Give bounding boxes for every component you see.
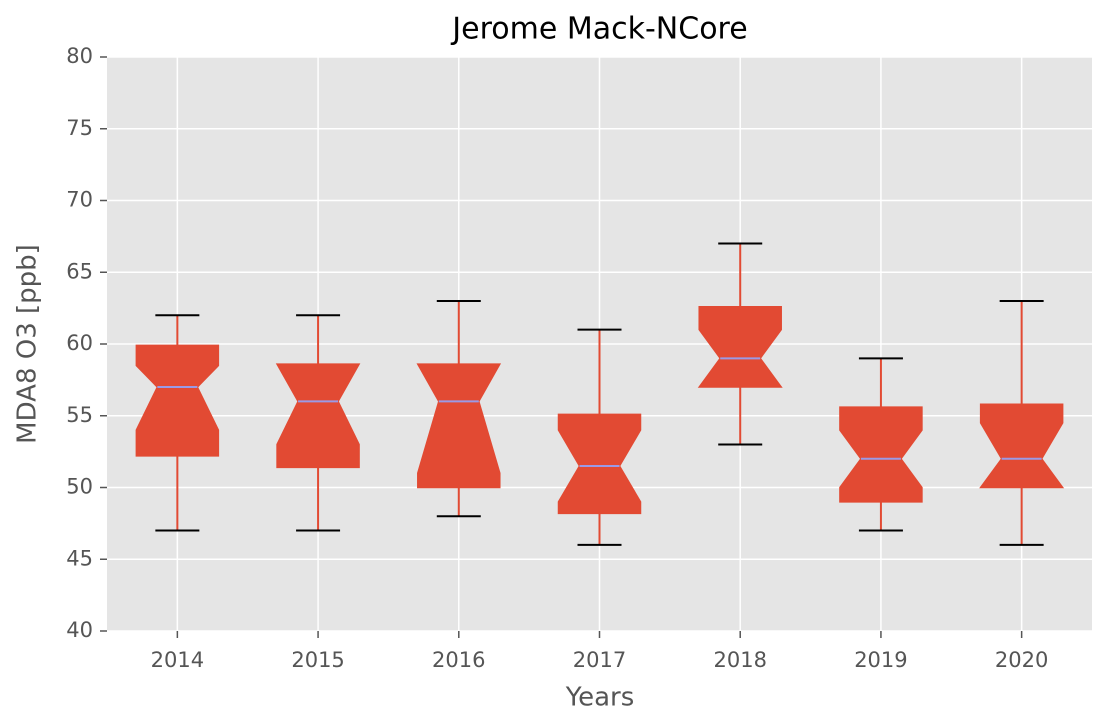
x-tick-label: 2016 bbox=[432, 648, 485, 672]
box bbox=[697, 305, 783, 388]
y-tick-label: 65 bbox=[66, 259, 93, 283]
y-tick-label: 55 bbox=[66, 403, 93, 427]
x-tick-label: 2017 bbox=[573, 648, 626, 672]
y-tick-label: 40 bbox=[66, 618, 93, 642]
box bbox=[416, 363, 502, 489]
x-tick-label: 2018 bbox=[713, 648, 766, 672]
y-tick-label: 75 bbox=[66, 116, 93, 140]
y-tick-label: 45 bbox=[66, 546, 93, 570]
x-tick-label: 2019 bbox=[854, 648, 907, 672]
y-tick-label: 70 bbox=[66, 188, 93, 212]
y-tick-label: 60 bbox=[66, 331, 93, 355]
y-axis-label: MDA8 O3 [ppb] bbox=[13, 244, 43, 444]
box bbox=[557, 413, 642, 515]
x-tick-label: 2014 bbox=[151, 648, 204, 672]
chart-title: Jerome Mack-NCore bbox=[450, 12, 747, 47]
x-tick-label: 2020 bbox=[995, 648, 1048, 672]
x-tick-label: 2015 bbox=[291, 648, 344, 672]
y-tick-label: 80 bbox=[66, 44, 93, 68]
box bbox=[979, 403, 1065, 489]
box bbox=[135, 344, 220, 457]
box bbox=[839, 406, 923, 503]
box bbox=[275, 363, 361, 469]
y-tick-label: 50 bbox=[66, 475, 93, 499]
x-axis-label: Years bbox=[565, 683, 635, 713]
